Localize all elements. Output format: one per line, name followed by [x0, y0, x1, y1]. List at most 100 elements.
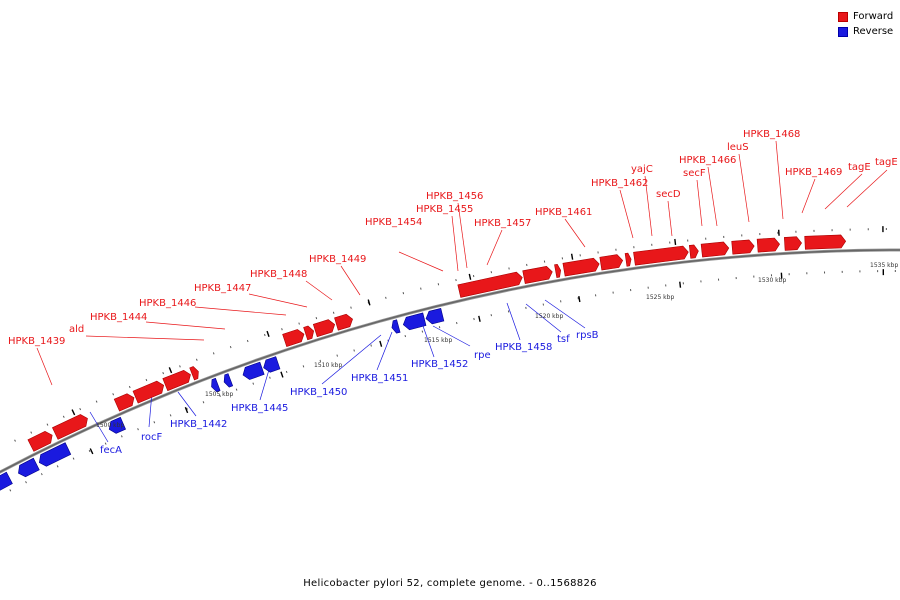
gene-label[interactable]: HPKB_1457	[474, 218, 531, 229]
reverse-gene-arrow[interactable]	[263, 356, 281, 373]
gene-label[interactable]: HPKB_1451	[351, 373, 408, 384]
gene-label[interactable]: HPKB_1461	[535, 207, 592, 218]
gene-label[interactable]: HPKB_1445	[231, 403, 288, 414]
forward-gene-arrow[interactable]	[633, 245, 689, 266]
major-tick	[184, 407, 189, 414]
minor-tick	[128, 385, 131, 389]
gene-label[interactable]: rpsB	[576, 330, 599, 341]
forward-gene-arrow[interactable]	[162, 369, 191, 392]
leader-line	[398, 251, 444, 272]
gene-label[interactable]: HPKB_1439	[8, 336, 65, 347]
forward-gene-arrow[interactable]	[731, 239, 755, 255]
gene-label[interactable]: fecA	[100, 445, 122, 456]
forward-gene-arrow[interactable]	[457, 271, 523, 298]
major-tick	[89, 448, 94, 455]
leader-line	[145, 321, 226, 330]
reverse-gene-arrow[interactable]	[211, 377, 221, 393]
leader-line	[148, 391, 153, 428]
minor-tick	[79, 407, 82, 411]
tick-label: 1520 kbp	[535, 313, 563, 320]
minor-tick	[195, 358, 198, 361]
gene-label[interactable]: leuS	[727, 142, 749, 153]
minor-tick	[179, 365, 181, 368]
forward-gene-arrow[interactable]	[599, 254, 624, 271]
gene-label[interactable]: HPKB_1469	[785, 167, 842, 178]
gene-label[interactable]: HPKB_1468	[743, 129, 800, 140]
gene-label[interactable]: tsf	[557, 334, 570, 345]
reverse-gene-arrow[interactable]	[402, 312, 427, 331]
reverse-gene-arrow[interactable]	[18, 457, 40, 478]
minor-tick	[162, 371, 164, 375]
gene-label[interactable]: HPKB_1466	[679, 155, 736, 166]
forward-gene-arrow[interactable]	[562, 257, 600, 277]
minor-tick	[235, 388, 238, 391]
gene-label[interactable]: ald	[69, 324, 84, 335]
gene-label[interactable]: HPKB_1449	[309, 254, 366, 265]
leader-line	[451, 215, 459, 272]
forward-gene-arrow[interactable]	[522, 265, 553, 284]
gene-label[interactable]: HPKB_1450	[290, 387, 347, 398]
gene-label[interactable]: rocF	[141, 432, 163, 443]
forward-gene-arrow[interactable]	[132, 380, 165, 404]
reverse-gene-arrow[interactable]	[108, 416, 126, 434]
leader-line	[340, 265, 361, 296]
forward-gene-arrow[interactable]	[804, 234, 847, 250]
gene-label[interactable]: tagE	[848, 162, 871, 173]
forward-gene-arrow[interactable]	[783, 236, 802, 251]
forward-gene-arrow[interactable]	[113, 393, 135, 412]
gene-label[interactable]: HPKB_1456	[426, 191, 483, 202]
reverse-gene-arrow[interactable]	[0, 471, 13, 508]
forward-gene-arrow[interactable]	[312, 319, 336, 338]
minor-tick	[350, 306, 352, 309]
leader-line	[177, 391, 197, 417]
leader-line	[667, 200, 673, 237]
forward-gene-arrow[interactable]	[189, 366, 199, 381]
map-title: Helicobacter pylori 52, complete genome.…	[303, 578, 597, 589]
gene-label[interactable]: yajC	[631, 164, 653, 175]
forward-gene-arrow[interactable]	[303, 325, 315, 341]
gene-label[interactable]: HPKB_1442	[170, 419, 227, 430]
tick-label: 1530 kbp	[758, 277, 786, 284]
forward-gene-arrow[interactable]	[756, 237, 780, 253]
minor-tick	[62, 415, 65, 418]
gene-label[interactable]: HPKB_1444	[90, 312, 147, 323]
reverse-gene-arrow[interactable]	[391, 319, 401, 334]
minor-tick	[25, 481, 27, 484]
gene-label[interactable]: secF	[683, 168, 706, 179]
gene-label[interactable]: HPKB_1454	[365, 217, 422, 228]
leader-line	[321, 334, 382, 385]
forward-gene-arrow[interactable]	[624, 252, 632, 267]
gene-label[interactable]: secD	[656, 189, 681, 200]
gene-label[interactable]: tagE	[875, 157, 898, 168]
gene-label[interactable]: HPKB_1452	[411, 359, 468, 370]
gene-label[interactable]: HPKB_1455	[416, 204, 473, 215]
gene-label[interactable]: HPKB_1446	[139, 298, 196, 309]
gene-label[interactable]: HPKB_1462	[591, 178, 648, 189]
gene-label[interactable]: HPKB_1447	[194, 283, 251, 294]
leader-line	[85, 335, 205, 341]
tick-labels: 1500 kbp 1505 kbp 1510 kbp 1515 kbp 1520…	[96, 262, 898, 429]
forward-gene-arrow[interactable]	[334, 313, 353, 331]
reverse-gene-arrow[interactable]	[38, 442, 72, 467]
forward-gene-arrow[interactable]	[554, 263, 562, 278]
gene-label[interactable]: rpe	[474, 350, 491, 361]
forward-gene-arrow[interactable]	[700, 241, 730, 258]
gene-label[interactable]: HPKB_1458	[495, 342, 552, 353]
major-tick	[578, 295, 581, 303]
minor-tick	[404, 334, 407, 338]
leader-line	[696, 179, 703, 227]
minor-tick	[332, 311, 335, 314]
minor-tick	[285, 370, 288, 374]
leader-line	[305, 280, 333, 301]
forward-gene-arrow[interactable]	[688, 244, 699, 259]
reverse-gene-arrow[interactable]	[425, 308, 445, 325]
gene-label[interactable]: HPKB_1448	[250, 269, 307, 280]
reverse-gene-arrow[interactable]	[223, 373, 234, 388]
minor-tick	[112, 393, 115, 396]
leader-line	[644, 175, 653, 237]
forward-gene-arrow[interactable]	[27, 430, 53, 452]
reverse-gene-arrow[interactable]	[242, 361, 265, 380]
forward-gene-arrow[interactable]	[51, 414, 88, 440]
forward-gene-arrow[interactable]	[282, 329, 305, 347]
minor-tick	[202, 401, 205, 404]
